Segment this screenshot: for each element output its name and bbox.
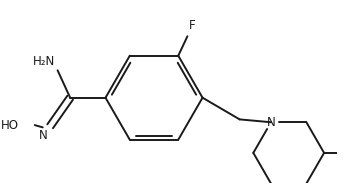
- Text: N: N: [39, 128, 48, 141]
- Text: HO: HO: [1, 119, 19, 132]
- Text: F: F: [189, 19, 195, 32]
- Text: N: N: [267, 116, 275, 129]
- Text: H₂N: H₂N: [32, 55, 55, 68]
